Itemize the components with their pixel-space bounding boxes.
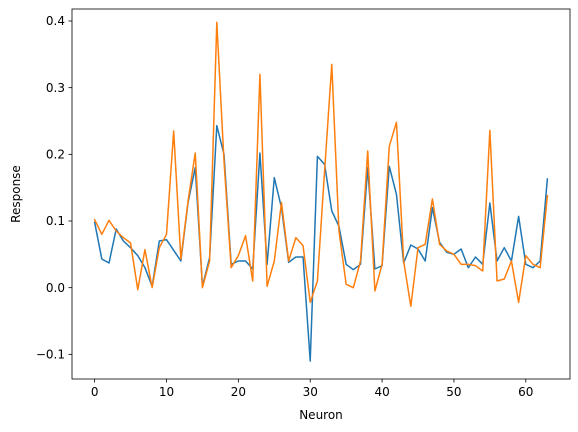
x-tick-label: 0 bbox=[91, 385, 99, 399]
x-tick-label: 30 bbox=[303, 385, 318, 399]
series-line-1 bbox=[93, 124, 549, 362]
x-axis-label: Neuron bbox=[299, 408, 343, 422]
y-axis: −0.1 0.0 0.1 0.2 0.3 0.4 bbox=[36, 14, 72, 362]
y-tick-label: −0.1 bbox=[36, 348, 65, 362]
x-tick-label: 20 bbox=[231, 385, 246, 399]
x-axis: 0 10 20 30 40 50 60 bbox=[91, 379, 533, 399]
y-tick-label: 0.4 bbox=[46, 14, 65, 28]
x-tick-label: 10 bbox=[159, 385, 174, 399]
y-tick-label: 0.0 bbox=[46, 281, 65, 295]
x-tick-label: 60 bbox=[518, 385, 533, 399]
y-tick-label: 0.1 bbox=[46, 214, 65, 228]
x-tick-label: 50 bbox=[446, 385, 461, 399]
series-layer bbox=[93, 21, 549, 362]
plot-frame bbox=[71, 8, 571, 380]
series-line-2 bbox=[93, 21, 549, 308]
x-tick-label: 40 bbox=[374, 385, 389, 399]
y-tick-label: 0.3 bbox=[46, 81, 65, 95]
y-tick-label: 0.2 bbox=[46, 148, 65, 162]
y-axis-label: Response bbox=[9, 165, 23, 223]
